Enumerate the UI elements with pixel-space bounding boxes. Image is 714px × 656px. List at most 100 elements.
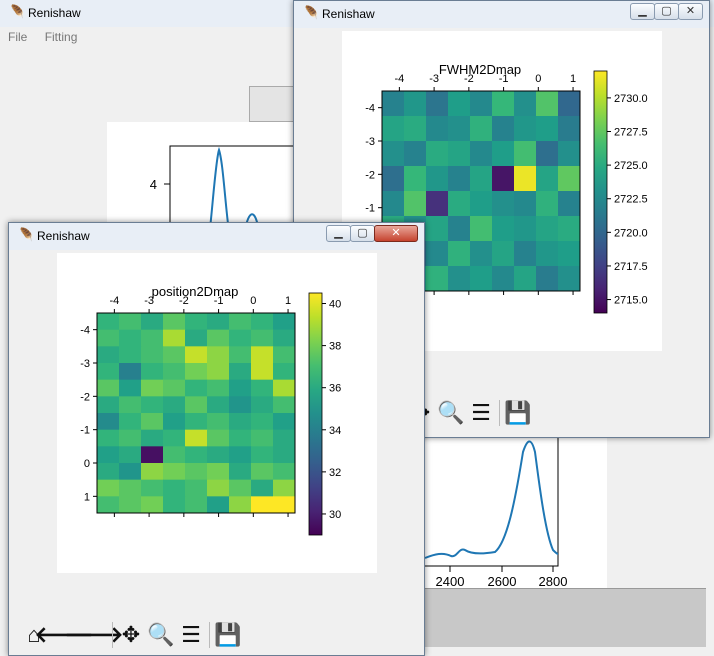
main-top-button[interactable] [249,86,301,122]
configure-icon[interactable]: ☰ [471,400,491,425]
pos-heatmap-cell [273,446,296,464]
configure-icon[interactable]: ☰ [181,622,201,647]
fwhm-heatmap-cell [492,191,515,217]
pos-heatmap-cell [251,379,274,397]
home-icon[interactable]: ⌂ [27,622,41,647]
fwhm-heatmap-cell [514,241,537,267]
fwhm-colorbar-label: 2727.5 [614,127,648,139]
fwhm-xtick-label: -3 [429,73,439,85]
pos-heatmap-cell [119,413,142,431]
position-canvas: position2Dmap -4 -3 -2 -1 0 1 -4 -3 -2 -1 0 1 40 38 3… [57,253,377,573]
save-icon[interactable]: 💾 [214,622,242,647]
pos-heatmap-cell [141,379,164,397]
save-icon[interactable]: 💾 [504,400,532,425]
menu-fitting[interactable]: Fitting [44,30,78,44]
pos-heatmap-cell [185,329,208,347]
toolbar-separator [112,622,113,648]
pos-heatmap-cell [185,313,208,331]
pos-heatmap-cell [229,446,252,464]
pos-heatmap-cell [163,329,186,347]
pos-heatmap-cell [273,329,296,347]
pos-heatmap-cell [229,396,252,414]
fwhm-heatmap-cell [536,166,559,192]
fwhm-heatmap-cell [536,141,559,167]
fwhm-heatmap-cell [448,266,471,292]
fwhm-heatmap-cell [470,166,493,192]
pos-heatmap-cell [163,313,186,331]
fwhm-heatmap-cell [426,241,449,267]
fwhm-xtick-label: 1 [570,73,576,85]
fwhm-titlebar[interactable]: 🪶 Renishaw ▁ ▢ ✕ [294,1,709,28]
pos-heatmap-cell [207,346,230,364]
fwhm-ytick-label: -4 [365,103,375,115]
pos-heatmap-cell [229,496,252,514]
zoom-icon[interactable]: 🔍 [437,400,465,425]
spectrum-xtick-label-2: 2800 [539,574,568,588]
fwhm-colorbar-label: 2730.0 [614,93,648,105]
pos-heatmap-cell [141,463,164,481]
fwhm-heatmap-cell [514,91,537,117]
pos-xtick-label: -4 [109,295,119,307]
fwhm-colorbar-label: 2725.0 [614,160,648,172]
fwhm-heatmap-cell [536,91,559,117]
fwhm-heatmap-cell [426,191,449,217]
pos-heatmap-cell [141,479,164,497]
fwhm-heatmap-cell [426,166,449,192]
fwhm-window-title: Renishaw [322,7,375,21]
fwhm-heatmap-cell [382,91,405,117]
pos-heatmap-cell [119,379,142,397]
pos-heatmap-cell [273,479,296,497]
pos-heatmap-cell [163,463,186,481]
pos-heatmap-cell [119,479,142,497]
position-titlebar[interactable]: 🪶 Renishaw ▁ ▢ ✕ [9,223,424,250]
menu-file[interactable]: File [8,30,28,44]
pos-heatmap-cell [251,496,274,514]
close-icon[interactable]: ✕ [678,3,703,20]
pos-heatmap-cell [251,446,274,464]
maximize-icon[interactable]: ▢ [350,225,375,242]
zoom-icon[interactable]: 🔍 [147,622,175,647]
minimize-icon[interactable]: ▁ [630,3,655,20]
pos-ytick-label: 0 [84,458,90,470]
fwhm-colorbar-label: 2715.0 [614,295,648,307]
pos-heatmap-cell [273,496,296,514]
pos-ytick-label: -4 [80,325,90,337]
fwhm-colorbar [593,70,608,314]
fwhm-heatmap-cell [536,216,559,242]
pos-heatmap-cell [273,396,296,414]
forward-arrow-icon[interactable]: 🡒 [64,622,124,647]
feather-icon: 🪶 [17,227,34,242]
spectrum-xtick-label-0: 2400 [436,574,465,588]
pos-heatmap-cell [207,413,230,431]
pos-heatmap-cell [251,479,274,497]
pos-heatmap-cell [163,413,186,431]
fwhm-heatmap-cell [470,116,493,142]
fwhm-heatmap-cell [536,241,559,267]
fwhm-heatmap-cell [382,166,405,192]
pos-heatmap-cell [229,313,252,331]
pos-heatmap-cell [251,329,274,347]
pos-xtick-label: -1 [214,295,224,307]
pos-heatmap-cell [273,413,296,431]
main-window-title: Renishaw [28,6,81,20]
fwhm-heatmap-cell [492,266,515,292]
fwhm-heatmap-cell [514,266,537,292]
pos-heatmap-cell [185,346,208,364]
pos-heatmap-cell [119,363,142,381]
fwhm-xtick-label: -4 [394,73,404,85]
spectrum-line-bottom [424,440,559,559]
fwhm-plot-title: FWHM2Dmap [439,62,521,77]
spectrum-xtick-label-1: 2600 [488,574,517,588]
fwhm-heatmap-cell [382,116,405,142]
close-icon[interactable]: ✕ [374,225,418,242]
minimize-icon[interactable]: ▁ [326,225,351,242]
pos-heatmap-cell [163,379,186,397]
pos-heatmap-cell [229,329,252,347]
pos-heatmap-cell [119,313,142,331]
fwhm-heatmap-cell [448,141,471,167]
fwhm-ytick-label: -3 [365,136,375,148]
pos-heatmap-cell [97,329,120,347]
fwhm-heatmap-cell [382,191,405,217]
maximize-icon[interactable]: ▢ [654,3,679,20]
pan-icon[interactable]: ✥ [121,622,141,647]
